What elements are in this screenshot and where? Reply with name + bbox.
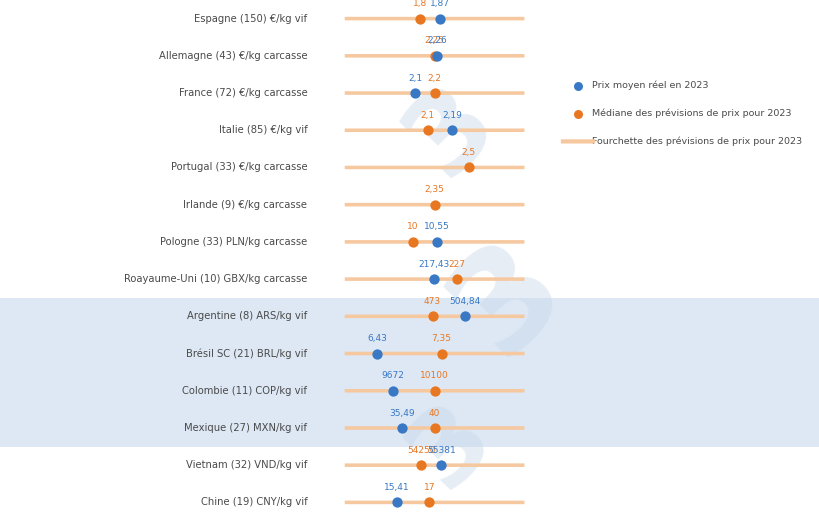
- Text: Portugal (33) €/kg carcasse: Portugal (33) €/kg carcasse: [170, 163, 307, 172]
- Text: 3: 3: [426, 216, 590, 380]
- Text: 17: 17: [423, 483, 435, 492]
- Point: [434, 461, 447, 469]
- FancyBboxPatch shape: [344, 277, 524, 281]
- FancyBboxPatch shape: [344, 352, 524, 355]
- Text: Argentine (8) ARS/kg vif: Argentine (8) ARS/kg vif: [187, 312, 307, 321]
- Point: [408, 89, 421, 97]
- FancyBboxPatch shape: [344, 54, 524, 58]
- Text: France (72) €/kg carcasse: France (72) €/kg carcasse: [179, 88, 307, 98]
- Text: 217,43: 217,43: [419, 259, 450, 269]
- Point: [428, 424, 441, 432]
- Text: 504,84: 504,84: [449, 297, 480, 306]
- Text: 54250: 54250: [407, 446, 435, 455]
- Text: 3: 3: [386, 65, 515, 195]
- Point: [462, 163, 475, 171]
- Text: Colombie (11) COP/kg vif: Colombie (11) COP/kg vif: [183, 386, 307, 396]
- Point: [433, 15, 446, 23]
- Text: 2,1: 2,1: [420, 111, 434, 120]
- Point: [423, 498, 436, 506]
- Text: Irlande (9) €/kg carcasse: Irlande (9) €/kg carcasse: [183, 200, 307, 209]
- Text: Pologne (33) PLN/kg carcasse: Pologne (33) PLN/kg carcasse: [160, 237, 307, 247]
- Text: 55381: 55381: [427, 446, 455, 455]
- Text: 227: 227: [448, 259, 464, 269]
- Bar: [0, 297, 819, 446]
- FancyBboxPatch shape: [344, 203, 524, 206]
- FancyBboxPatch shape: [344, 426, 524, 430]
- Point: [428, 201, 441, 209]
- Text: 1,87: 1,87: [430, 0, 450, 8]
- Text: 2,19: 2,19: [441, 111, 461, 120]
- FancyBboxPatch shape: [344, 463, 524, 467]
- FancyBboxPatch shape: [344, 315, 524, 318]
- Text: 2,1: 2,1: [408, 73, 422, 83]
- Point: [386, 387, 399, 395]
- Text: Italie (85) €/kg vif: Italie (85) €/kg vif: [219, 125, 307, 135]
- FancyBboxPatch shape: [344, 389, 524, 392]
- Text: Médiane des prévisions de prix pour 2023: Médiane des prévisions de prix pour 2023: [591, 109, 790, 118]
- Point: [414, 461, 428, 469]
- FancyBboxPatch shape: [344, 91, 524, 95]
- Point: [435, 350, 448, 358]
- Point: [571, 109, 584, 118]
- Point: [421, 126, 434, 134]
- Point: [428, 275, 441, 283]
- Point: [430, 52, 443, 60]
- Point: [445, 126, 458, 134]
- Text: 10,55: 10,55: [423, 222, 449, 231]
- Text: 2,2: 2,2: [427, 73, 441, 83]
- Text: Allemagne (43) €/kg carcasse: Allemagne (43) €/kg carcasse: [159, 51, 307, 61]
- FancyBboxPatch shape: [344, 166, 524, 169]
- Text: 2,5: 2,5: [461, 148, 475, 157]
- Text: 40: 40: [428, 408, 440, 417]
- Text: 2,26: 2,26: [427, 36, 446, 45]
- Text: Chine (19) CNY/kg vif: Chine (19) CNY/kg vif: [201, 498, 307, 507]
- Text: 473: 473: [423, 297, 441, 306]
- Point: [370, 350, 383, 358]
- Point: [428, 387, 441, 395]
- Point: [413, 15, 426, 23]
- FancyBboxPatch shape: [344, 501, 524, 504]
- Text: 3: 3: [389, 385, 512, 508]
- Text: 6,43: 6,43: [367, 334, 387, 343]
- Text: Prix moyen réel en 2023: Prix moyen réel en 2023: [591, 81, 708, 90]
- Point: [425, 312, 438, 320]
- Text: 10: 10: [406, 222, 418, 231]
- Text: Fourchette des prévisions de prix pour 2023: Fourchette des prévisions de prix pour 2…: [591, 137, 801, 146]
- Point: [405, 238, 419, 246]
- Point: [390, 498, 403, 506]
- Text: 1,8: 1,8: [413, 0, 427, 8]
- FancyBboxPatch shape: [344, 129, 524, 132]
- Text: 2,35: 2,35: [424, 185, 444, 194]
- FancyBboxPatch shape: [344, 17, 524, 20]
- Text: 2,25: 2,25: [424, 36, 444, 45]
- Text: Mexique (27) MXN/kg vif: Mexique (27) MXN/kg vif: [184, 423, 307, 433]
- Point: [458, 312, 471, 320]
- Text: Espagne (150) €/kg vif: Espagne (150) €/kg vif: [194, 14, 307, 23]
- Point: [395, 424, 408, 432]
- Text: 9672: 9672: [381, 371, 404, 380]
- Text: 15,41: 15,41: [383, 483, 409, 492]
- Point: [430, 238, 443, 246]
- Text: Brésil SC (21) BRL/kg vif: Brésil SC (21) BRL/kg vif: [186, 348, 307, 359]
- Text: Vietnam (32) VND/kg vif: Vietnam (32) VND/kg vif: [186, 460, 307, 470]
- Point: [571, 81, 584, 90]
- FancyBboxPatch shape: [344, 240, 524, 244]
- Point: [428, 52, 441, 60]
- Text: 10100: 10100: [419, 371, 449, 380]
- Point: [450, 275, 463, 283]
- FancyBboxPatch shape: [560, 139, 595, 144]
- Text: 7,35: 7,35: [431, 334, 451, 343]
- Point: [428, 89, 441, 97]
- Text: Roayaume-Uni (10) GBX/kg carcasse: Roayaume-Uni (10) GBX/kg carcasse: [124, 274, 307, 284]
- Text: 35,49: 35,49: [388, 408, 414, 417]
